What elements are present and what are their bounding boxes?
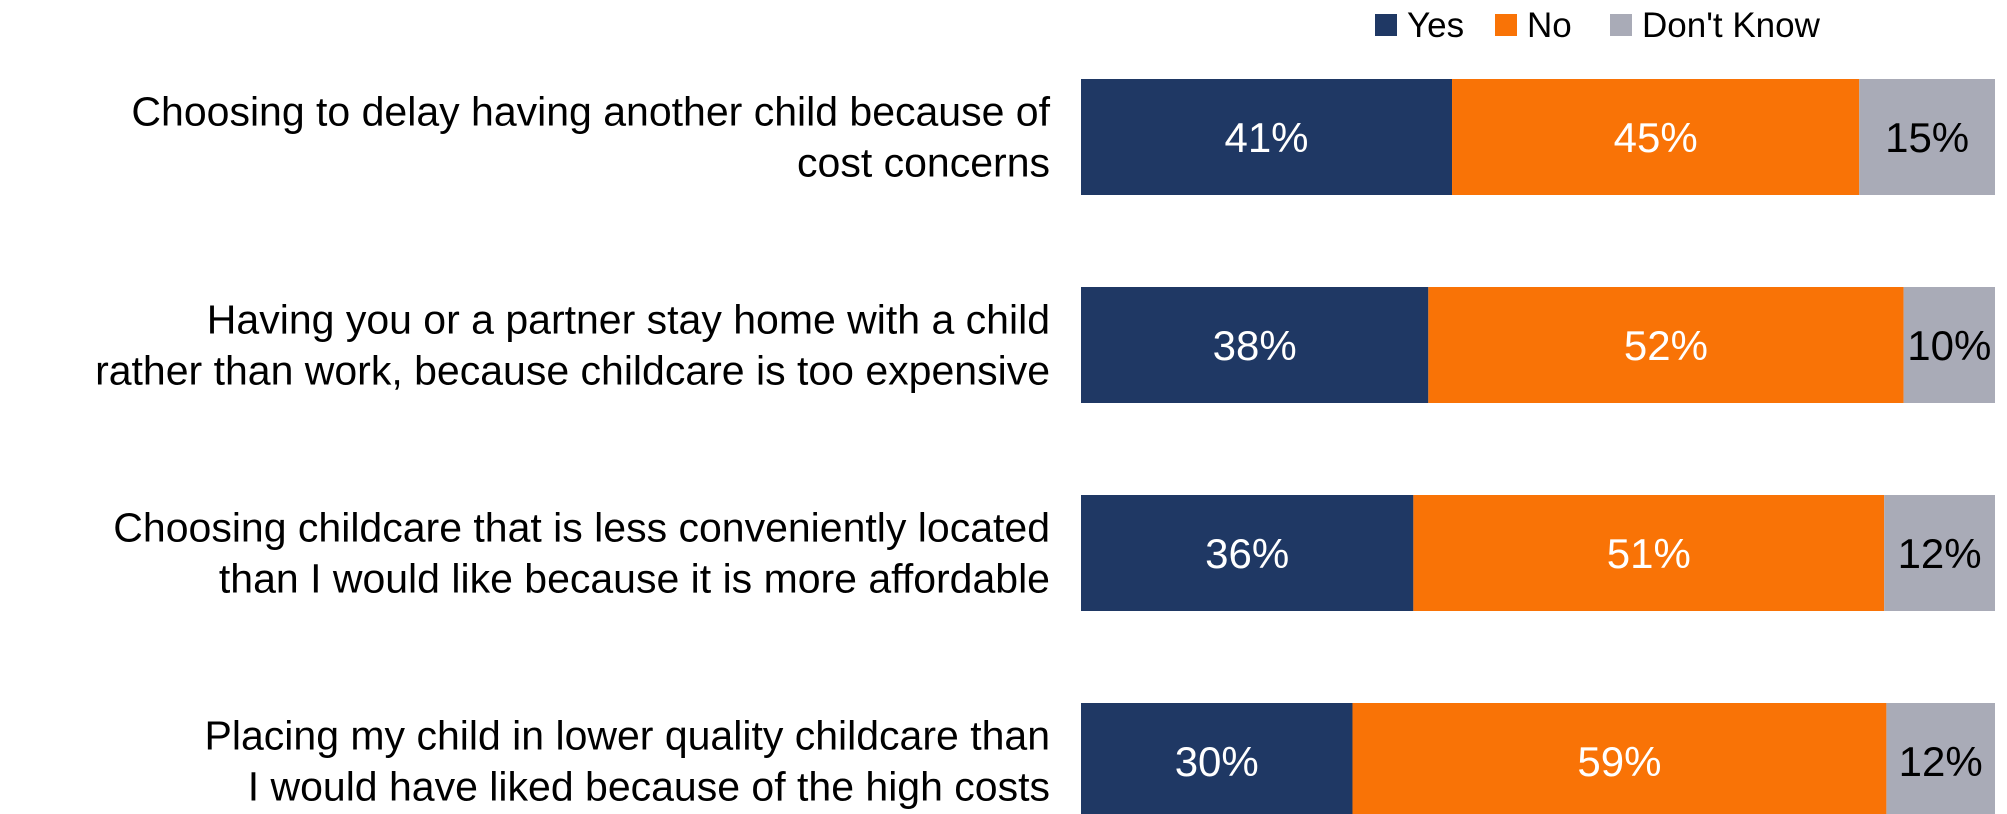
data-label: 12% — [1898, 530, 1982, 577]
bars: 41% 45% 15% 38% 52% 10% 36% 51% 12% 30% 59% 12% — [1081, 79, 1995, 814]
data-label: 36% — [1205, 530, 1289, 577]
category-label: Choosing to delay having another child b… — [131, 89, 1050, 186]
bar-segment-don-t-know — [1859, 79, 1995, 195]
data-label: 10% — [1907, 322, 1991, 369]
category-label-line: Having you or a partner stay home with a… — [207, 297, 1050, 343]
bar-segment-yes — [1081, 287, 1429, 403]
category-label: Placing my child in lower quality childc… — [205, 713, 1050, 810]
bar-segment-no — [1452, 79, 1860, 195]
category-label: Choosing childcare that is less convenie… — [113, 505, 1050, 602]
category-label-line: than I would like because it is more aff… — [219, 556, 1050, 602]
bar-segment-yes — [1081, 79, 1453, 195]
legend-label: Yes — [1407, 6, 1464, 45]
category-label: Having you or a partner stay home with a… — [95, 297, 1050, 394]
data-label: 38% — [1213, 322, 1297, 369]
legend-swatch — [1610, 14, 1632, 36]
bar-segment-no — [1413, 495, 1885, 611]
data-label: 12% — [1899, 738, 1983, 785]
data-label: 51% — [1607, 530, 1691, 577]
data-label: 59% — [1577, 738, 1661, 785]
bar-segment-don-t-know — [1886, 703, 1995, 814]
bar-segment-no — [1352, 703, 1887, 814]
category-label-line: Choosing to delay having another child b… — [131, 89, 1050, 135]
category-label-line: cost concerns — [797, 140, 1050, 186]
bar-segment-yes — [1081, 703, 1353, 814]
data-label: 15% — [1885, 114, 1969, 161]
data-label: 30% — [1175, 738, 1259, 785]
bar-segment-yes — [1081, 495, 1414, 611]
legend-swatch — [1375, 14, 1397, 36]
category-label-line: I would have liked because of the high c… — [248, 764, 1050, 810]
category-label-line: Choosing childcare that is less convenie… — [113, 505, 1050, 551]
legend-label: No — [1527, 6, 1572, 45]
data-label: 41% — [1224, 114, 1308, 161]
legend-label: Don't Know — [1642, 6, 1821, 45]
category-labels: Choosing to delay having another child b… — [95, 89, 1051, 810]
legend-swatch — [1495, 14, 1517, 36]
legend: Yes No Don't Know — [1375, 6, 1821, 45]
category-label-line: Placing my child in lower quality childc… — [205, 713, 1050, 759]
data-label: 45% — [1614, 114, 1698, 161]
category-label-line: rather than work, because childcare is t… — [95, 348, 1050, 394]
bar-segment-no — [1428, 287, 1904, 403]
bar-segment-don-t-know — [1903, 287, 1995, 403]
bar-segment-don-t-know — [1884, 495, 1995, 611]
data-label: 52% — [1624, 322, 1708, 369]
